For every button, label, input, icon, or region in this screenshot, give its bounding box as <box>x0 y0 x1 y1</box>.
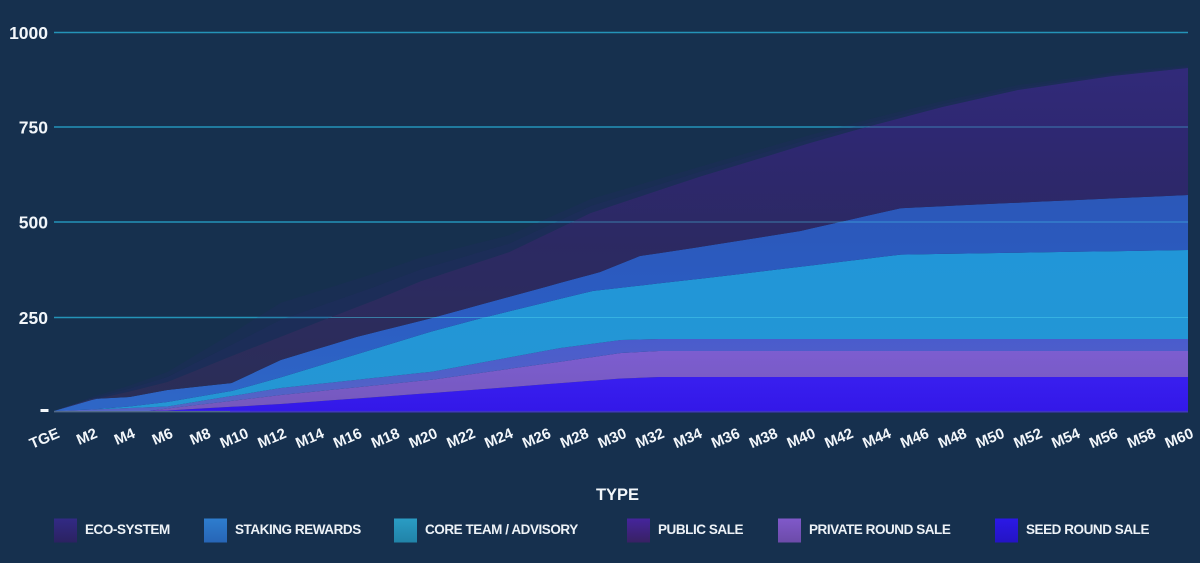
svg-text:1000: 1000 <box>9 23 48 43</box>
svg-text:ECO-SYSTEM: ECO-SYSTEM <box>85 522 170 537</box>
svg-text:SEED ROUND SALE: SEED ROUND SALE <box>1026 522 1149 537</box>
svg-text:TYPE: TYPE <box>596 486 639 504</box>
svg-text:PRIVATE ROUND SALE: PRIVATE ROUND SALE <box>809 522 951 537</box>
svg-text:250: 250 <box>19 308 48 328</box>
svg-text:STAKING REWARDS: STAKING REWARDS <box>235 522 361 537</box>
svg-text:500: 500 <box>19 213 48 233</box>
svg-text:M2: M2 <box>74 425 100 449</box>
svg-text:CORE TEAM / ADVISORY: CORE TEAM / ADVISORY <box>425 522 578 537</box>
svg-text:PUBLIC SALE: PUBLIC SALE <box>658 522 744 537</box>
svg-text:M6: M6 <box>150 425 176 449</box>
svg-text:M8: M8 <box>187 425 213 449</box>
svg-text:750: 750 <box>19 118 48 138</box>
